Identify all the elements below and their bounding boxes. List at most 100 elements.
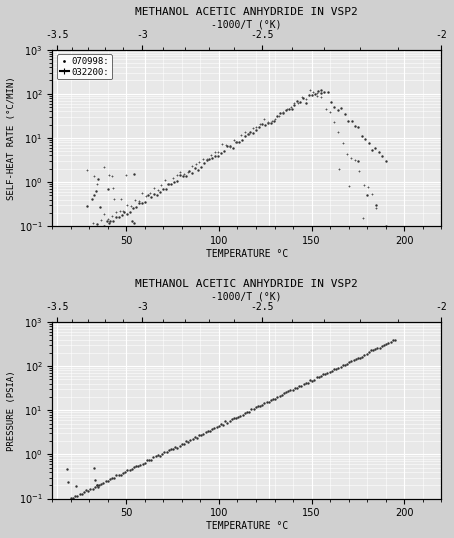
Point [165,180,172,189]
Point [337,362,344,371]
Point [104,185,111,193]
Point [206,155,213,164]
Point [95,231,103,240]
Point [119,469,127,477]
Point [345,117,352,125]
Point [351,122,359,130]
Point [385,339,392,348]
Point [203,155,211,164]
Point [171,178,178,186]
Point [219,421,227,429]
Point [348,357,355,365]
Point [288,104,295,113]
Point [339,139,346,148]
Point [158,180,165,189]
Point [208,425,216,434]
Point [280,389,287,398]
Point [191,433,198,441]
Point [177,168,184,176]
Point [252,403,259,412]
Point [380,341,388,350]
Point [100,162,108,171]
Point [260,115,267,124]
Point [177,170,184,179]
Point [150,183,158,192]
Point [124,466,131,475]
Point [295,98,302,107]
Point [124,210,131,218]
Point [276,109,283,117]
Point [135,196,142,205]
Legend: 070998:, 032200:: 070998:, 032200: [57,54,112,79]
Point [235,137,242,146]
Point [365,138,372,147]
Point [360,214,367,223]
Point [83,166,90,175]
Point [245,130,252,139]
Point [73,482,80,491]
Point [70,500,78,509]
Point [356,167,363,175]
Point [67,494,74,502]
Point [238,136,245,145]
Point [94,175,102,183]
Point [372,144,379,152]
Title: METHANOL ACETIC ANHYDRIDE IN VSP2: METHANOL ACETIC ANHYDRIDE IN VSP2 [135,279,358,289]
Point [309,377,316,385]
Point [128,464,135,473]
Point [246,407,253,416]
Point [282,105,289,114]
Point [302,95,309,103]
Point [244,129,251,138]
Point [320,370,327,379]
Point [89,218,97,227]
Point [276,112,283,121]
Point [348,117,355,125]
Point [191,164,198,173]
Point [130,204,137,213]
Point [322,104,329,113]
Point [65,478,72,487]
Point [80,488,88,497]
Point [187,436,194,444]
Point [89,485,96,493]
Point [84,487,92,495]
Point [139,189,146,197]
Point [274,393,281,401]
Point [122,468,129,477]
Point [111,473,118,482]
Point [137,461,144,469]
Point [276,392,283,401]
Point [116,207,123,216]
Point [347,153,355,162]
Point [215,148,222,157]
Point [176,442,183,450]
Point [211,424,218,433]
Point [302,379,309,387]
Point [296,382,303,391]
Point [211,148,218,157]
Point [311,89,319,98]
Point [196,430,203,439]
Point [163,448,170,456]
Point [356,353,364,362]
Point [143,192,150,200]
Point [326,108,333,117]
Point [339,361,346,370]
Point [222,141,230,150]
Point [230,414,237,423]
Point [64,465,71,473]
Point [156,187,163,196]
Point [270,394,277,403]
Point [229,144,237,152]
Point [368,146,375,154]
Point [168,180,175,189]
Point [218,140,226,148]
Point [257,119,264,128]
Point [95,480,103,489]
Point [183,437,190,445]
Point [120,207,127,216]
Point [259,401,266,409]
Point [109,474,116,483]
Point [192,160,199,168]
